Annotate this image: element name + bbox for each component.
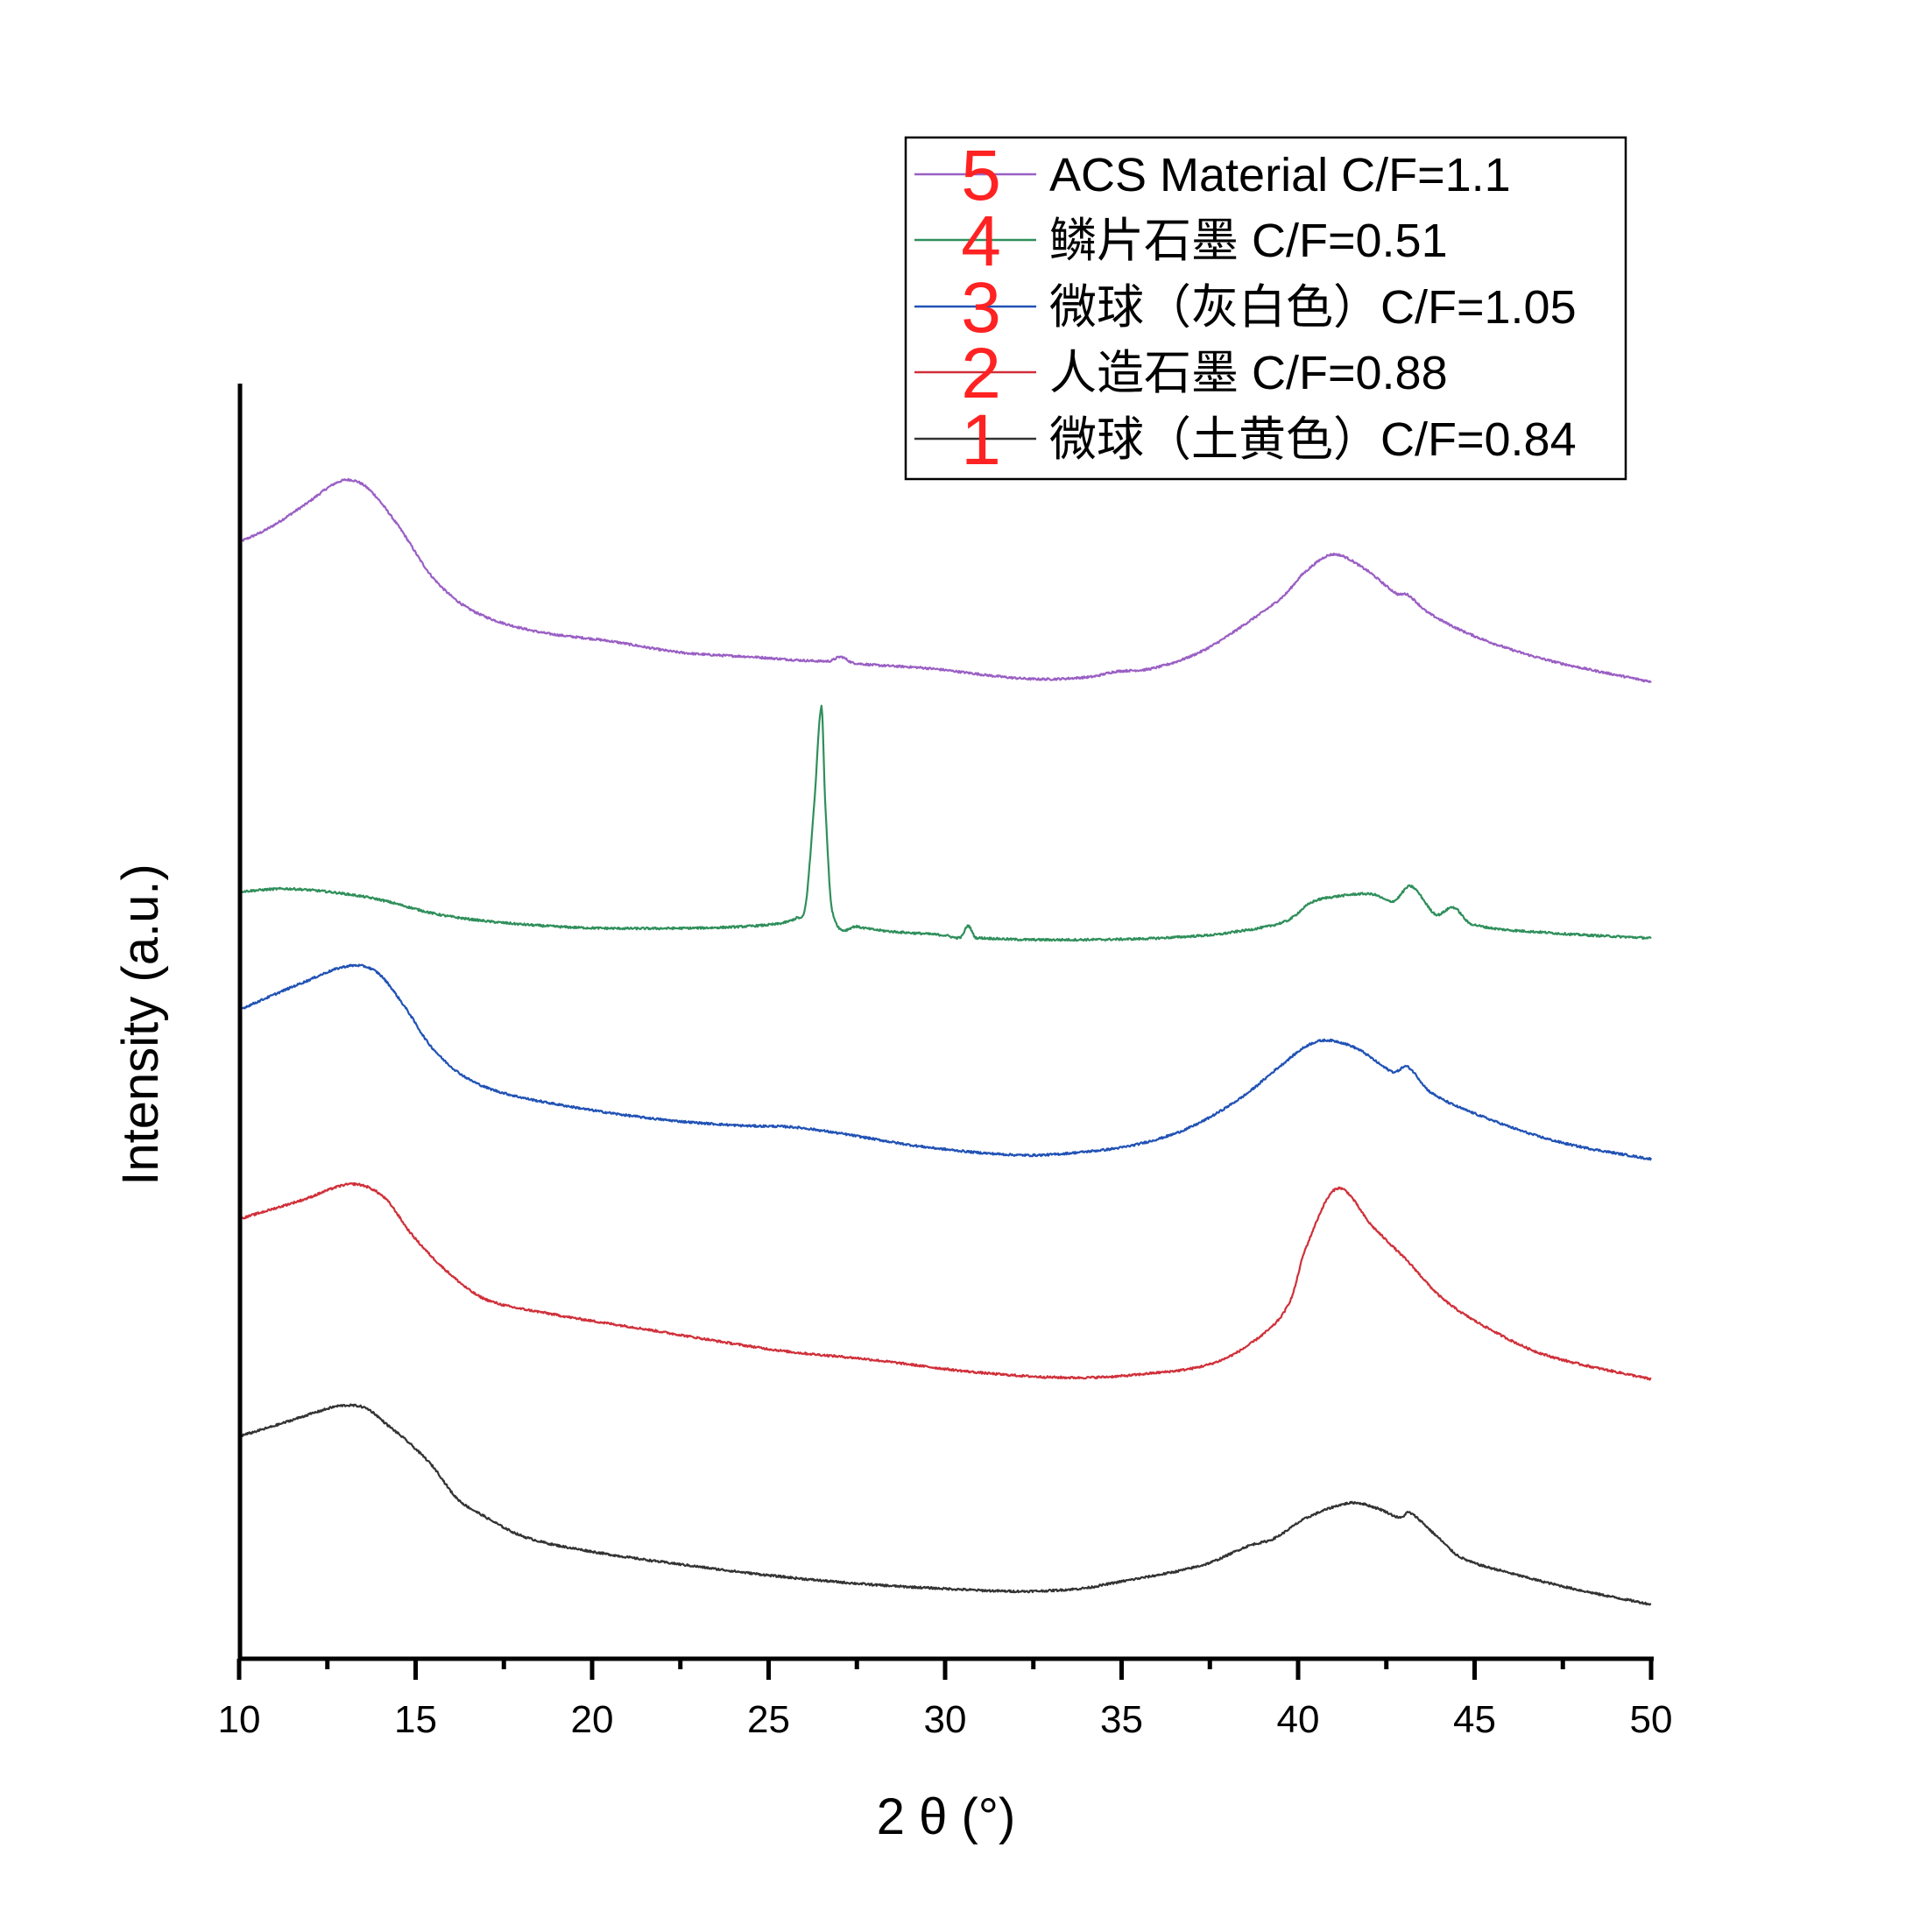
legend-item-4: 4 鳞片石墨 C/F=0.51 bbox=[914, 201, 1448, 281]
legend-label: 人造石墨 C/F=0.88 bbox=[1049, 347, 1448, 399]
series-line-5 bbox=[238, 477, 1652, 683]
x-tick-label: 40 bbox=[1277, 1698, 1320, 1741]
x-axis-ticks bbox=[236, 1659, 1654, 1680]
x-axis-title: 2 θ (°) bbox=[877, 1788, 1016, 1845]
series-line-2 bbox=[238, 1181, 1652, 1381]
x-tick-label: 50 bbox=[1630, 1698, 1673, 1741]
legend-series-number: 4 bbox=[961, 201, 1001, 281]
x-tick-label: 45 bbox=[1453, 1698, 1496, 1741]
plot-area bbox=[238, 477, 1653, 1606]
x-tick-label: 25 bbox=[747, 1698, 790, 1741]
legend-label: ACS Material C/F=1.1 bbox=[1049, 149, 1511, 201]
legend-series-number: 1 bbox=[961, 400, 1001, 480]
legend-series-number: 3 bbox=[961, 268, 1001, 348]
y-axis-title: Intensity (a.u.) bbox=[112, 864, 169, 1185]
legend-label: 鳞片石墨 C/F=0.51 bbox=[1049, 215, 1448, 267]
x-tick-label: 10 bbox=[218, 1698, 261, 1741]
x-tick-label: 20 bbox=[571, 1698, 614, 1741]
legend-series-number: 2 bbox=[961, 334, 1001, 413]
legend-item-3: 3 微球（灰白色）C/F=1.05 bbox=[914, 268, 1577, 348]
x-tick-label: 30 bbox=[924, 1698, 967, 1741]
x-tick-label: 15 bbox=[394, 1698, 437, 1741]
legend-box bbox=[904, 136, 1627, 481]
legend-item-2: 2 人造石墨 C/F=0.88 bbox=[914, 334, 1448, 413]
series-line-3 bbox=[238, 963, 1653, 1161]
legend-item-1: 1 微球（土黄色）C/F=0.84 bbox=[914, 400, 1577, 480]
series-line-4 bbox=[238, 704, 1652, 942]
x-tick-label: 35 bbox=[1100, 1698, 1143, 1741]
axes: 10 15 20 25 30 35 40 45 50 bbox=[218, 384, 1673, 1741]
legend-label: 微球（灰白色）C/F=1.05 bbox=[1049, 281, 1577, 334]
x-axis-tick-labels: 10 15 20 25 30 35 40 45 50 bbox=[218, 1698, 1673, 1741]
legend-label: 微球（土黄色）C/F=0.84 bbox=[1049, 413, 1577, 466]
legend: 5 ACS Material C/F=1.1 4 鳞片石墨 C/F=0.51 3 微球（灰… bbox=[904, 136, 1627, 481]
series-line-1 bbox=[238, 1403, 1652, 1606]
legend-series-number: 5 bbox=[961, 136, 1001, 215]
legend-item-5: 5 ACS Material C/F=1.1 bbox=[914, 136, 1511, 215]
